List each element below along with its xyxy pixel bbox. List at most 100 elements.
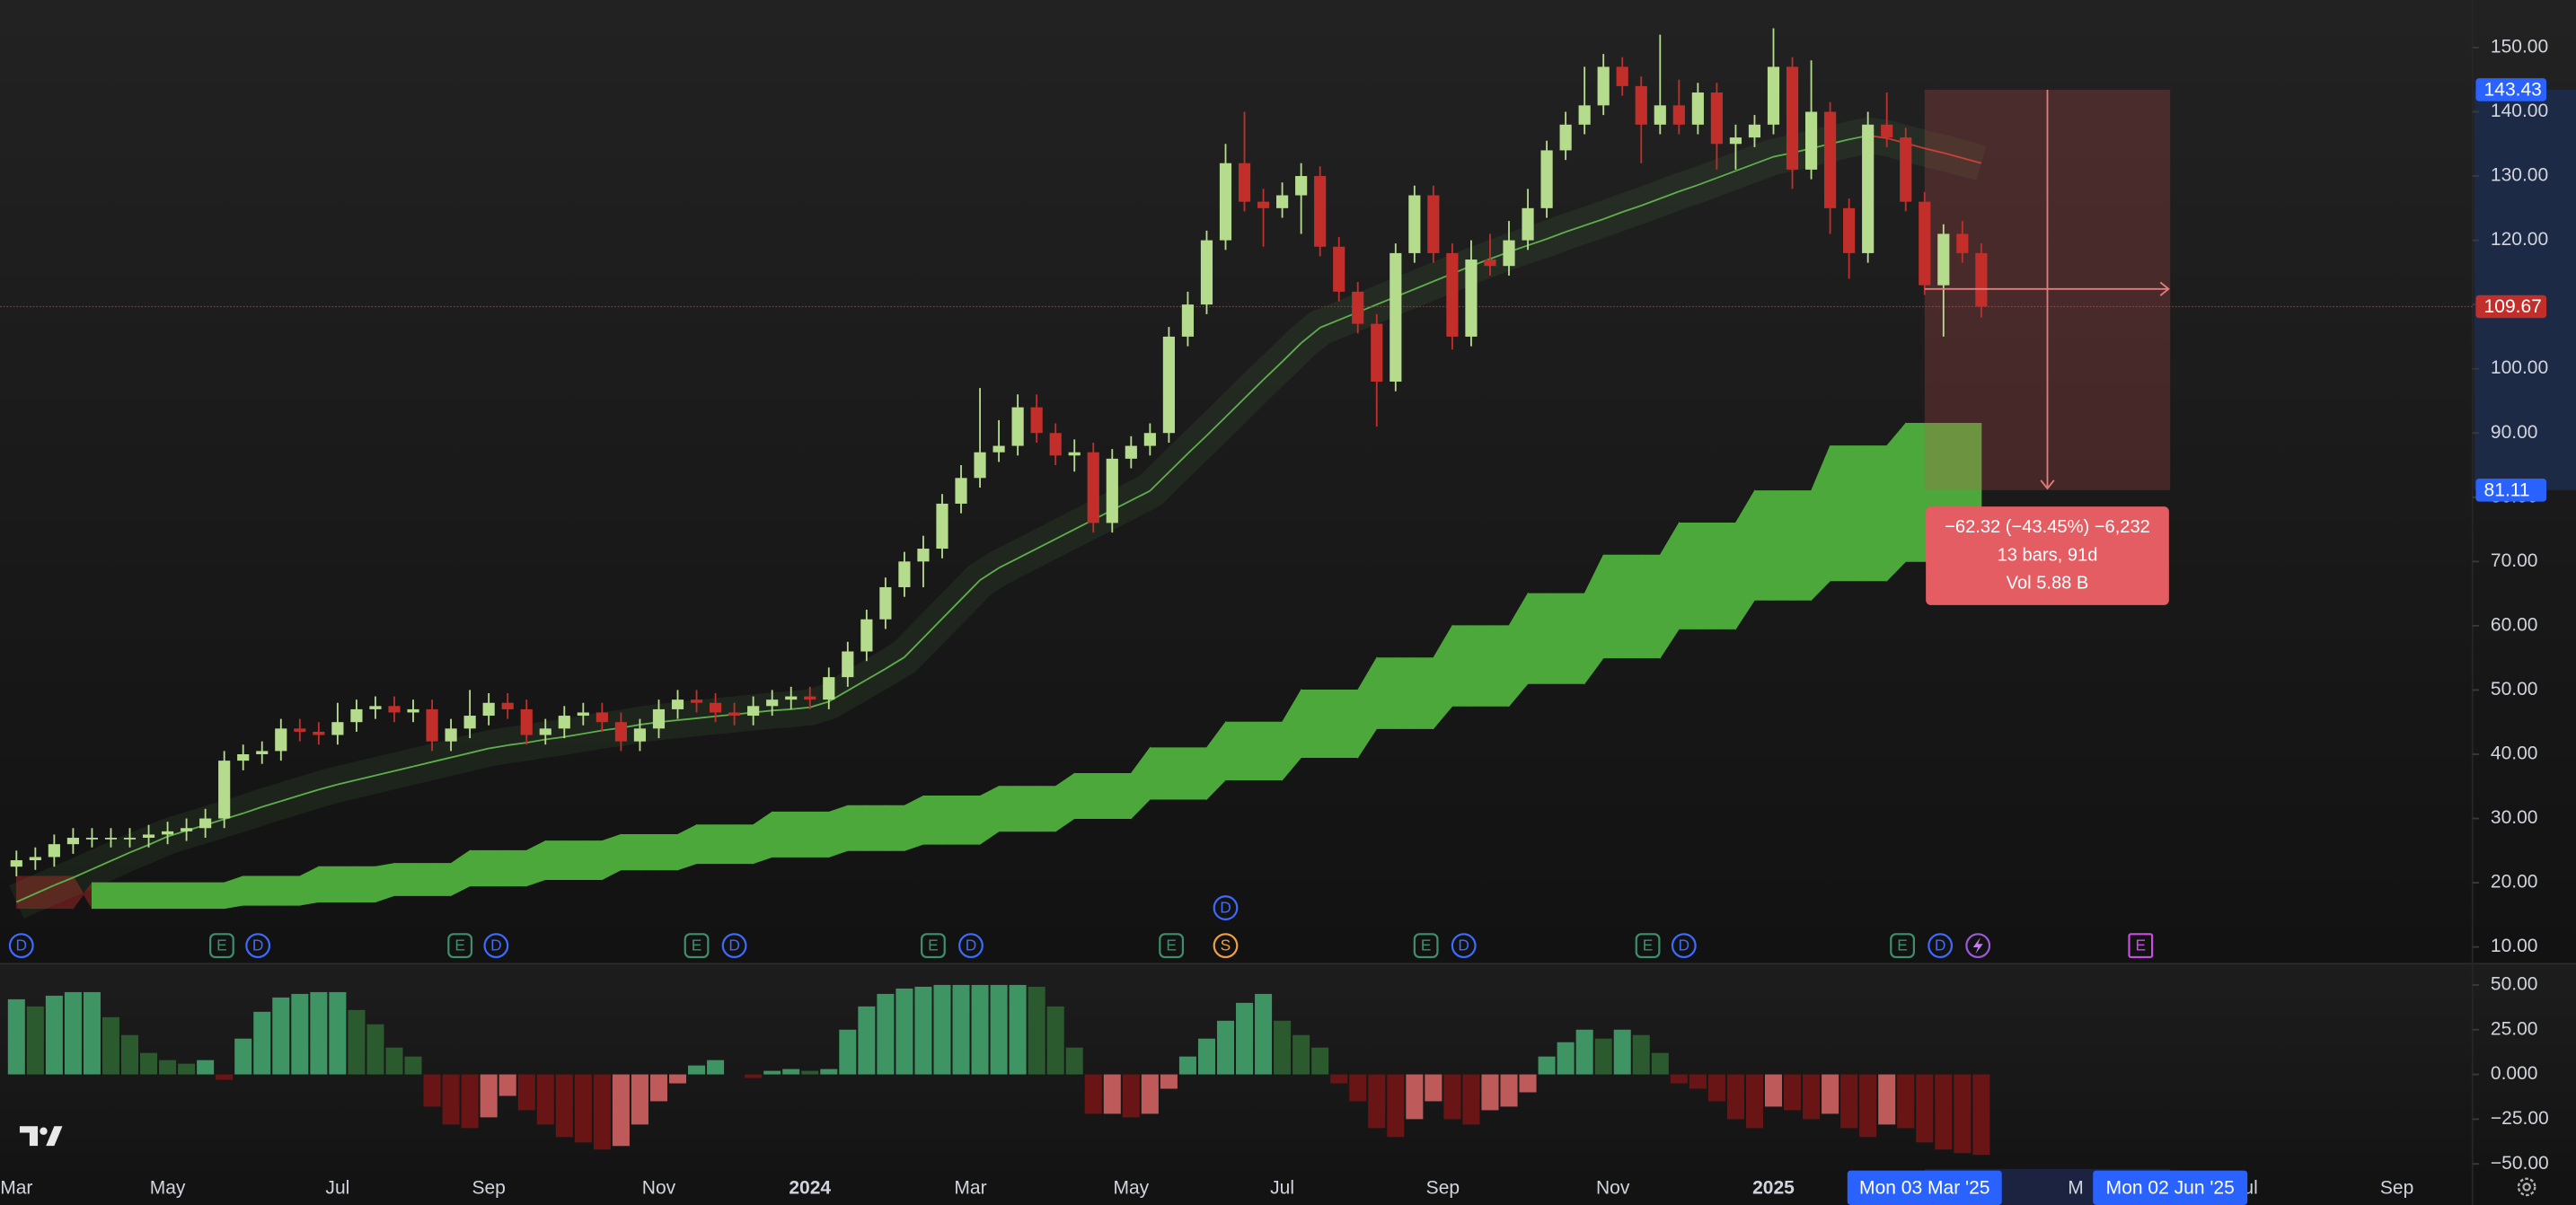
ma-segment: [507, 742, 527, 746]
candle-body: [123, 837, 137, 840]
annotations: −62.32 (−43.45%) −6,232 13 bars, 91d Vol 5…: [1924, 89, 2170, 605]
candle-body: [1484, 259, 1496, 267]
histogram-bar: [1425, 1074, 1442, 1102]
event-flash[interactable]: [1965, 933, 1991, 959]
cloud-segment: [1773, 490, 1793, 601]
ma-segment: [148, 835, 168, 846]
histogram-bar: [1197, 1038, 1215, 1075]
event-marker[interactable]: [245, 933, 271, 959]
cloud-segment: [186, 882, 207, 910]
event-marker[interactable]: [721, 933, 747, 959]
candle-body: [1106, 458, 1118, 523]
event-marker[interactable]: [209, 933, 234, 959]
measure-tooltip-text: Vol 5.88 B: [2007, 573, 2089, 593]
histogram-bar: [1311, 1047, 1329, 1075]
ma-segment: [110, 851, 130, 862]
histogram-bar: [498, 1074, 516, 1096]
event-marker[interactable]: [483, 933, 509, 959]
candle-body: [10, 860, 22, 867]
cloud-segment: [922, 796, 943, 845]
histogram-bar: [1538, 1056, 1556, 1075]
histogram-bar: [159, 1060, 177, 1075]
event-label: E: [216, 937, 227, 954]
ma-segment: [677, 717, 697, 721]
ma-segment: [1659, 190, 1680, 199]
cloud-segment: [1716, 522, 1736, 629]
event-marker[interactable]: [447, 933, 473, 959]
event-marker[interactable]: [1451, 933, 1477, 959]
x-tick-label: Sep: [472, 1177, 505, 1198]
settings-button[interactable]: [2517, 1177, 2536, 1197]
cloud-segment: [1338, 689, 1359, 759]
candle-body: [1276, 195, 1289, 208]
histogram-bar: [1481, 1074, 1499, 1111]
candle-body: [1219, 163, 1232, 241]
candle-body: [445, 728, 457, 742]
event-marker[interactable]: [1213, 933, 1239, 959]
event-marker[interactable]: [958, 933, 984, 959]
candle-body: [1522, 207, 1534, 241]
x-tick-label: Jul: [325, 1177, 349, 1198]
x-tick-label: Mar: [0, 1177, 32, 1198]
cloud-segment: [941, 796, 962, 845]
cloud-segment: [1225, 721, 1245, 781]
candle-body: [482, 702, 495, 717]
event-marker[interactable]: [1671, 933, 1697, 959]
event-label: E: [928, 937, 939, 954]
moving-average: [0, 117, 2473, 919]
event-marker[interactable]: [1890, 933, 1915, 959]
cloud-segment: [280, 875, 301, 906]
histogram-bar: [45, 995, 63, 1075]
event-marker[interactable]: [8, 933, 34, 959]
candle-body: [218, 761, 231, 819]
ma-segment: [545, 735, 565, 741]
ma-segment: [167, 830, 187, 838]
event-marker[interactable]: [1635, 933, 1661, 959]
candle-body: [1578, 105, 1591, 125]
cloud-segment: [1546, 593, 1566, 684]
candle-body: [1030, 407, 1043, 434]
histogram-bar: [1160, 1074, 1178, 1089]
histogram-bar: [1803, 1074, 1821, 1120]
candle-body: [1843, 207, 1856, 253]
event-marker[interactable]: [1928, 933, 1954, 959]
candle-body: [1314, 176, 1327, 247]
y-tick-label: 100.00: [2491, 357, 2548, 378]
ma-segment: [1054, 528, 1075, 541]
candle-body: [595, 712, 608, 723]
y-tick-label: 10.00: [2491, 936, 2538, 956]
y-tick-label: 60.00: [2491, 614, 2538, 635]
cloud-segment: [356, 866, 376, 903]
candle-body: [1804, 111, 1818, 170]
cloud-segment: [469, 849, 490, 887]
histogram-bar: [1500, 1074, 1518, 1107]
ma-segment: [1698, 177, 1717, 186]
ma-segment: [1924, 147, 1945, 154]
candle-body: [1465, 259, 1478, 337]
axis-range-shade: [2474, 89, 2576, 490]
cloud-segment: [847, 805, 868, 851]
event-label: E: [1643, 937, 1654, 954]
event-marker[interactable]: [2128, 933, 2154, 959]
histogram-bar: [120, 1034, 139, 1075]
event-marker[interactable]: [684, 933, 710, 959]
candle-body: [1956, 233, 1969, 253]
event-marker[interactable]: [1213, 895, 1239, 920]
event-marker[interactable]: [1159, 933, 1185, 959]
ma-segment: [1224, 397, 1246, 418]
histogram-bar: [1122, 1074, 1140, 1118]
event-marker[interactable]: [921, 933, 946, 959]
event-marker[interactable]: [1413, 933, 1439, 959]
candle-body: [1295, 176, 1308, 196]
last-price-box-label: 109.67: [2484, 296, 2542, 317]
candle-body: [1729, 137, 1742, 145]
candle-body: [275, 728, 287, 752]
ma-segment: [1130, 489, 1151, 502]
histogram-bar: [1084, 1074, 1102, 1114]
cloud-segment: [1036, 786, 1056, 832]
histogram-bar: [1878, 1074, 1896, 1125]
histogram-bar: [216, 1074, 234, 1080]
candle-body: [1162, 336, 1175, 434]
candle-body: [917, 549, 930, 562]
cloud-segment: [1830, 445, 1850, 582]
